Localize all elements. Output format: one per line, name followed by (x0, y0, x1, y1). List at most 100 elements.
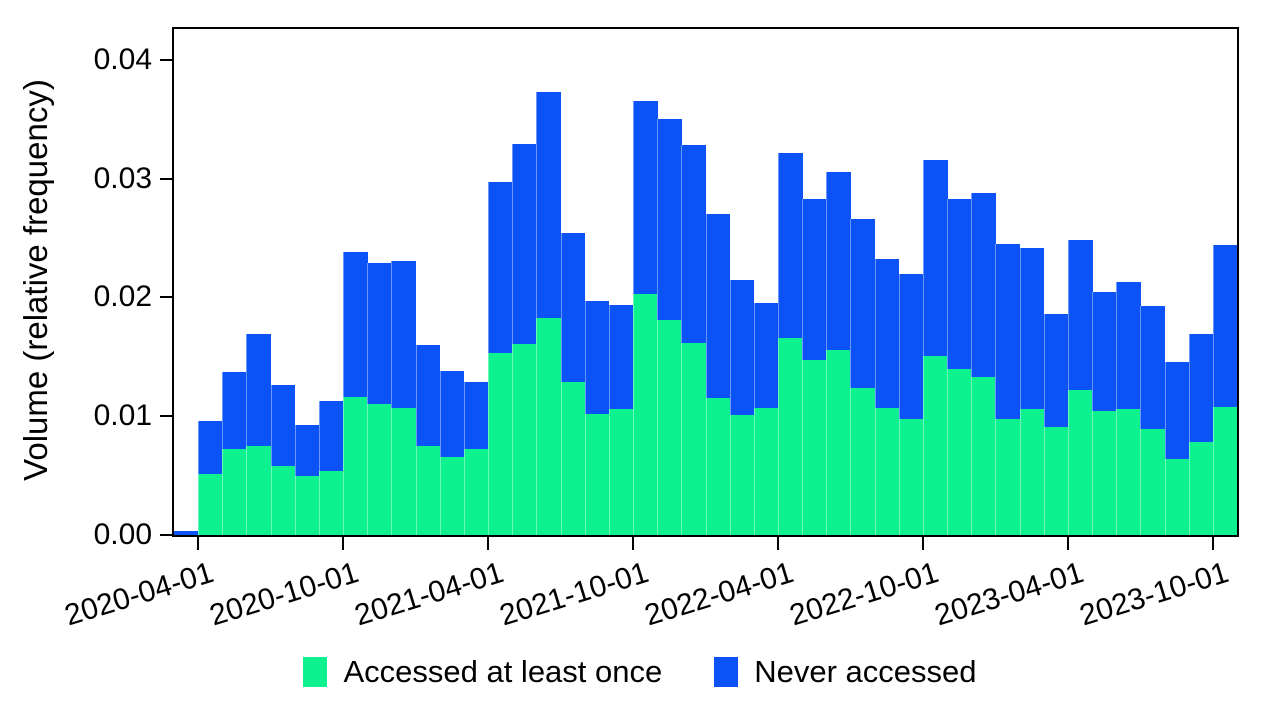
bar-segment-accessed (1164, 458, 1190, 535)
bar-segment-never-accessed (922, 159, 948, 356)
bar-segment-never-accessed (318, 400, 344, 471)
legend: Accessed at least once Never accessed (0, 646, 1280, 698)
bar-segment-accessed (947, 368, 972, 535)
y-tick-label: 0.03 (93, 161, 152, 195)
bar-segment-never-accessed (1188, 334, 1214, 443)
bar-segment-never-accessed (995, 244, 1021, 419)
bar-segment-never-accessed (608, 304, 634, 410)
x-tick (921, 535, 924, 550)
bar-segment-accessed (488, 353, 513, 535)
x-tick-label: 2023-10-01 (1075, 556, 1233, 633)
bar-segment-accessed (246, 445, 272, 535)
bar-segment-accessed (898, 418, 924, 535)
bar-segment-accessed (1116, 409, 1141, 535)
legend-item: Accessed at least once (303, 654, 662, 690)
x-tick-label: 2021-04-01 (351, 556, 508, 633)
x-tick (1066, 535, 1069, 550)
bar-segment-accessed (705, 398, 731, 535)
bar-segment-never-accessed (705, 214, 731, 399)
bar-segment-never-accessed (222, 372, 247, 450)
bar-segment-accessed (1092, 411, 1117, 535)
y-tick-label: 0.01 (93, 399, 152, 433)
y-tick (160, 58, 172, 61)
bar-segment-never-accessed (343, 252, 368, 398)
bar-segment-never-accessed (463, 381, 489, 450)
bar-segment-never-accessed (1043, 314, 1069, 427)
bar-segment-never-accessed (729, 279, 755, 416)
bar-segment-never-accessed (1140, 305, 1166, 430)
bar-segment-never-accessed (198, 421, 223, 475)
bar-segment-never-accessed (657, 119, 682, 321)
bar-segment-never-accessed (439, 371, 465, 457)
bar-segment-never-accessed (826, 171, 851, 350)
bar-segment-accessed (463, 449, 489, 535)
bar-segment-never-accessed (850, 219, 876, 388)
bar-segment-never-accessed (681, 145, 706, 343)
bar-segment-never-accessed (802, 198, 827, 361)
bar-segment-accessed (222, 449, 247, 535)
bar-segment-never-accessed (294, 424, 320, 476)
bar-segment-accessed (367, 404, 392, 535)
bar-segment-never-accessed (633, 101, 658, 294)
bar-segment-never-accessed (1212, 245, 1238, 407)
legend-label: Accessed at least once (343, 654, 663, 689)
bar-segment-accessed (802, 360, 827, 535)
bar-segment-accessed (1140, 429, 1166, 535)
legend-item: Never accessed (714, 654, 977, 690)
y-tick (160, 534, 172, 536)
x-tick (776, 535, 779, 550)
x-tick-label: 2022-10-01 (785, 556, 943, 633)
bar-segment-never-accessed (777, 152, 803, 338)
bar-segment-never-accessed (174, 531, 199, 535)
bar-segment-accessed (415, 445, 441, 535)
bar-segment-accessed (1188, 442, 1214, 535)
bar-segment-accessed (1043, 426, 1069, 535)
y-tick (160, 296, 172, 299)
x-tick (197, 535, 200, 550)
x-tick-label: 2021-10-01 (495, 556, 653, 633)
bar-segment-never-accessed (270, 385, 296, 467)
bar-segment-accessed (729, 415, 755, 535)
bar-segment-never-accessed (1067, 240, 1093, 391)
bar-segment-accessed (1212, 406, 1238, 535)
x-tick-label: 2020-04-01 (61, 556, 218, 633)
bar-segment-never-accessed (584, 301, 610, 414)
bar-segment-never-accessed (753, 303, 779, 408)
x-tick-label: 2020-10-01 (206, 556, 363, 633)
bar-segment-accessed (971, 377, 996, 535)
bar-segment-accessed (777, 337, 803, 535)
bar-segment-accessed (995, 418, 1021, 535)
bar-segment-never-accessed (1164, 361, 1190, 459)
bar-segment-accessed (294, 475, 320, 535)
bar-segment-never-accessed (536, 91, 562, 318)
x-tick-label: 2022-04-01 (640, 556, 798, 633)
bar-segment-accessed (826, 349, 851, 535)
x-tick (342, 535, 345, 550)
bar-segment-accessed (850, 387, 876, 535)
bar-segment-never-accessed (488, 182, 513, 354)
x-tick (632, 535, 635, 550)
bar-segment-accessed (584, 413, 610, 535)
y-tick-label: 0.00 (93, 518, 152, 551)
x-tick (1211, 535, 1214, 550)
y-tick-label: 0.02 (93, 280, 152, 314)
bar-segment-never-accessed (415, 344, 441, 446)
bar-segment-never-accessed (1116, 282, 1141, 410)
bar-segment-never-accessed (1092, 291, 1117, 412)
bar-segment-never-accessed (947, 198, 972, 369)
bar-segment-never-accessed (367, 263, 392, 405)
bar-segment-accessed (439, 456, 465, 535)
legend-swatch-icon (303, 657, 328, 687)
y-tick-label: 0.04 (93, 42, 152, 76)
bar-segment-accessed (1067, 390, 1093, 535)
bar-segment-accessed (1019, 409, 1045, 535)
y-tick (160, 415, 172, 418)
bar-segment-accessed (536, 317, 562, 535)
bar-segment-accessed (681, 342, 706, 535)
bar-segment-accessed (560, 381, 586, 535)
bar-segment-accessed (270, 466, 296, 535)
bar-segment-never-accessed (971, 192, 996, 378)
bar-segment-never-accessed (512, 144, 537, 344)
bar-segment-accessed (608, 409, 634, 535)
